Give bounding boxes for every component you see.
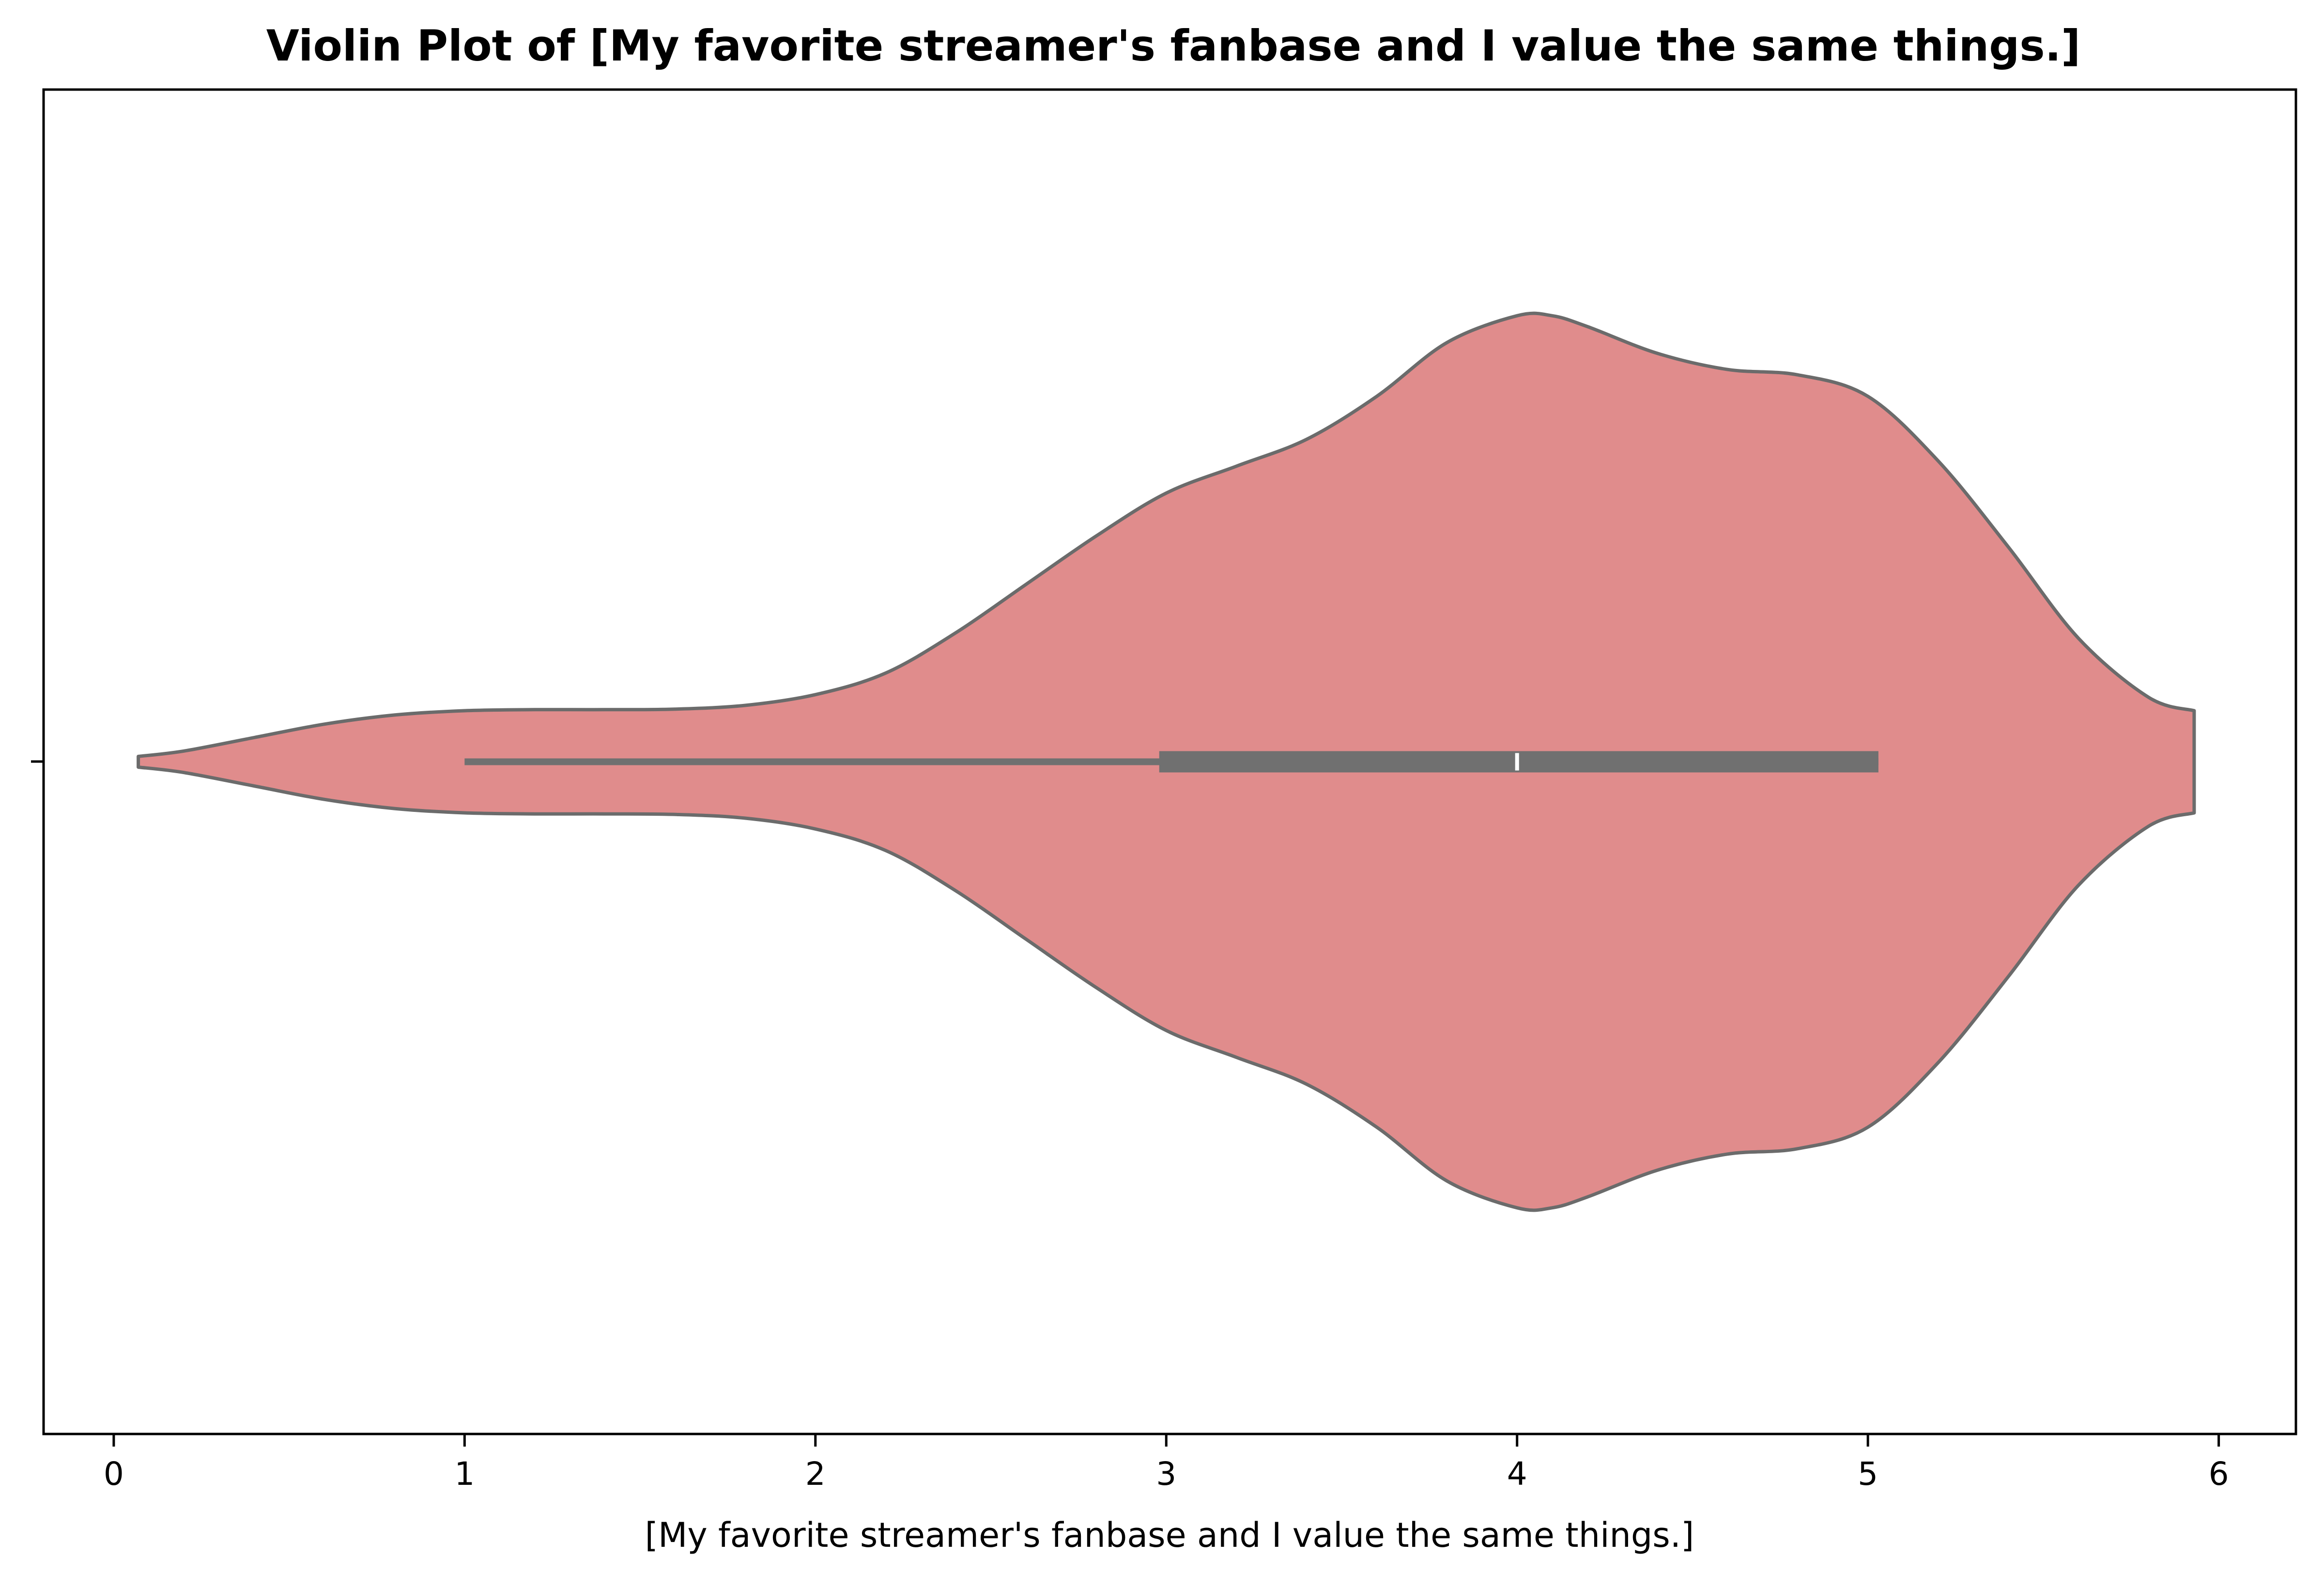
x-tick-label: 0 xyxy=(104,1455,124,1493)
x-tick-label: 6 xyxy=(2209,1455,2229,1493)
x-tick-label: 4 xyxy=(1507,1455,1527,1493)
x-tick-label: 5 xyxy=(1858,1455,1878,1493)
x-tick-label: 1 xyxy=(454,1455,475,1493)
x-tick-label: 3 xyxy=(1156,1455,1176,1493)
x-axis-label: [My favorite streamer's fanbase and I va… xyxy=(645,1515,1694,1555)
plot-area xyxy=(137,311,2196,1212)
x-axis: 0 1 2 3 4 5 6 xyxy=(104,1434,2229,1493)
chart-title: Violin Plot of [My favorite streamer's f… xyxy=(266,21,2081,71)
x-tick-label: 2 xyxy=(805,1455,826,1493)
